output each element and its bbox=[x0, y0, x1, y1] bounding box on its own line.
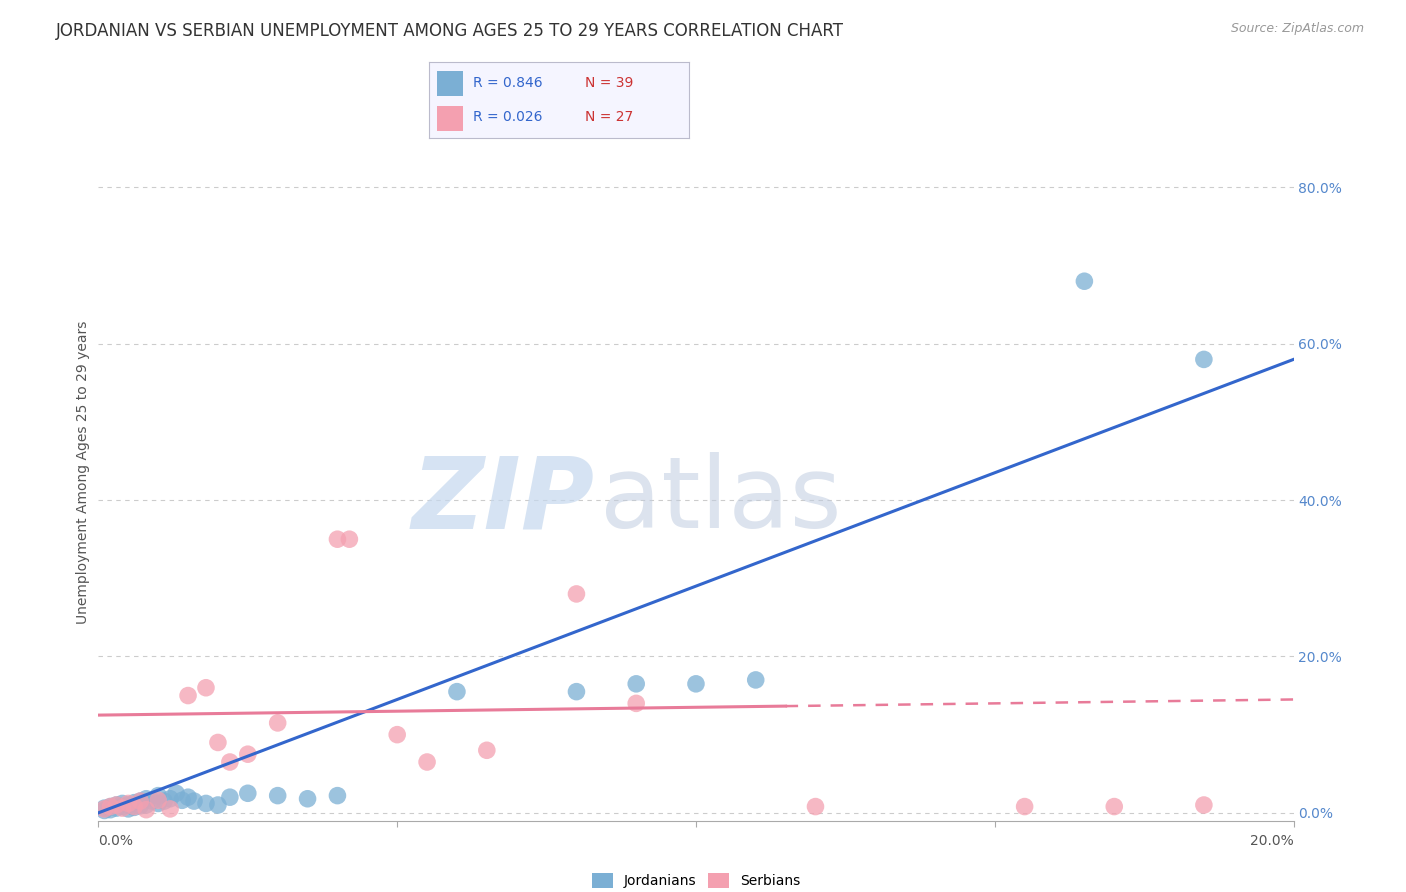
Point bbox=[105, 797, 128, 812]
Point bbox=[117, 797, 139, 812]
Text: N = 27: N = 27 bbox=[585, 111, 633, 124]
Point bbox=[141, 794, 163, 808]
Point bbox=[1104, 799, 1126, 814]
Text: R = 0.026: R = 0.026 bbox=[472, 111, 543, 124]
Point bbox=[129, 798, 152, 813]
Point bbox=[219, 790, 242, 805]
Point bbox=[267, 715, 290, 730]
Point bbox=[626, 677, 648, 691]
Text: JORDANIAN VS SERBIAN UNEMPLOYMENT AMONG AGES 25 TO 29 YEARS CORRELATION CHART: JORDANIAN VS SERBIAN UNEMPLOYMENT AMONG … bbox=[56, 22, 844, 40]
Point bbox=[177, 689, 200, 703]
Point bbox=[135, 797, 157, 812]
Point bbox=[326, 789, 349, 803]
Point bbox=[148, 793, 170, 807]
Point bbox=[124, 796, 146, 810]
Point bbox=[804, 799, 827, 814]
Text: ZIP: ZIP bbox=[412, 452, 595, 549]
Text: 20.0%: 20.0% bbox=[1250, 834, 1294, 848]
Point bbox=[177, 790, 200, 805]
Point bbox=[416, 755, 439, 769]
Point bbox=[159, 791, 181, 805]
Point bbox=[135, 803, 157, 817]
Point bbox=[105, 801, 128, 815]
FancyBboxPatch shape bbox=[437, 105, 463, 130]
Point bbox=[207, 797, 229, 812]
Point bbox=[148, 797, 170, 811]
Point bbox=[1192, 797, 1215, 812]
Point bbox=[111, 801, 134, 815]
Y-axis label: Unemployment Among Ages 25 to 29 years: Unemployment Among Ages 25 to 29 years bbox=[76, 321, 90, 624]
Point bbox=[745, 673, 768, 687]
Point bbox=[219, 755, 242, 769]
Point bbox=[135, 791, 157, 805]
Point bbox=[1014, 799, 1036, 814]
Point bbox=[111, 797, 134, 811]
Point bbox=[326, 532, 349, 546]
Point bbox=[93, 802, 115, 816]
Point bbox=[117, 802, 139, 816]
Point bbox=[267, 789, 290, 803]
Point bbox=[117, 797, 139, 811]
Point bbox=[195, 681, 218, 695]
Point bbox=[339, 532, 360, 546]
Point bbox=[105, 797, 128, 812]
Point bbox=[236, 747, 259, 762]
Point bbox=[100, 803, 122, 817]
Point bbox=[159, 802, 181, 816]
Point bbox=[446, 684, 468, 698]
Point bbox=[1073, 274, 1095, 288]
Point bbox=[236, 786, 259, 800]
Point bbox=[148, 789, 170, 803]
Text: N = 39: N = 39 bbox=[585, 77, 633, 90]
Point bbox=[100, 799, 122, 814]
Point bbox=[124, 800, 146, 814]
Point bbox=[1192, 352, 1215, 367]
Point bbox=[129, 794, 152, 808]
FancyBboxPatch shape bbox=[437, 70, 463, 95]
Point bbox=[93, 804, 115, 818]
Point bbox=[183, 794, 205, 808]
Point bbox=[297, 791, 319, 805]
Point bbox=[475, 743, 498, 757]
Point bbox=[124, 799, 146, 814]
Point bbox=[172, 793, 194, 807]
Point bbox=[385, 728, 409, 742]
Legend: Jordanians, Serbians: Jordanians, Serbians bbox=[586, 868, 806, 892]
Point bbox=[153, 794, 176, 808]
Text: R = 0.846: R = 0.846 bbox=[472, 77, 543, 90]
Point bbox=[100, 799, 122, 814]
Point bbox=[207, 735, 229, 749]
Point bbox=[165, 786, 187, 800]
Point bbox=[195, 797, 218, 811]
Text: Source: ZipAtlas.com: Source: ZipAtlas.com bbox=[1230, 22, 1364, 36]
Point bbox=[626, 697, 648, 711]
Text: 0.0%: 0.0% bbox=[98, 834, 134, 848]
Point bbox=[111, 799, 134, 814]
Text: atlas: atlas bbox=[600, 452, 842, 549]
Point bbox=[93, 801, 115, 815]
Point bbox=[129, 794, 152, 808]
Point bbox=[565, 587, 588, 601]
Point bbox=[685, 677, 707, 691]
Point bbox=[565, 684, 588, 698]
